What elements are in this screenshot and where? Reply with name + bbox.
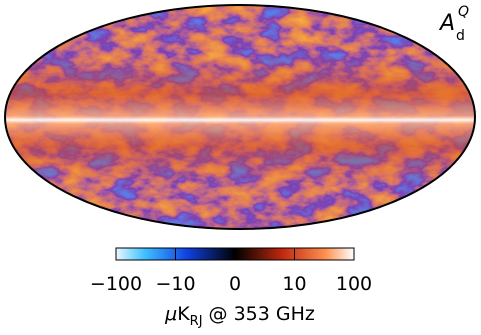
tick-label: −10 <box>155 273 195 295</box>
colorbar-label: μKRJ @ 353 GHz <box>164 303 315 329</box>
colorbar-ticks: −100 −10 0 10 100 <box>90 248 372 295</box>
map-outline <box>4 4 476 230</box>
unit-sub: RJ <box>190 314 203 329</box>
unit: K <box>177 303 190 325</box>
unit-prefix: μ <box>164 303 177 325</box>
tick-label: 0 <box>229 273 241 295</box>
tick-label: −100 <box>90 273 142 295</box>
unit-rest: @ 353 GHz <box>209 303 315 325</box>
tick-label: 100 <box>336 273 372 295</box>
tick-label: 10 <box>282 273 306 295</box>
map-label-sup: Q <box>458 4 469 20</box>
sky-map <box>5 5 475 229</box>
map-label-sub: d <box>456 28 465 44</box>
map-label: A <box>438 11 455 36</box>
